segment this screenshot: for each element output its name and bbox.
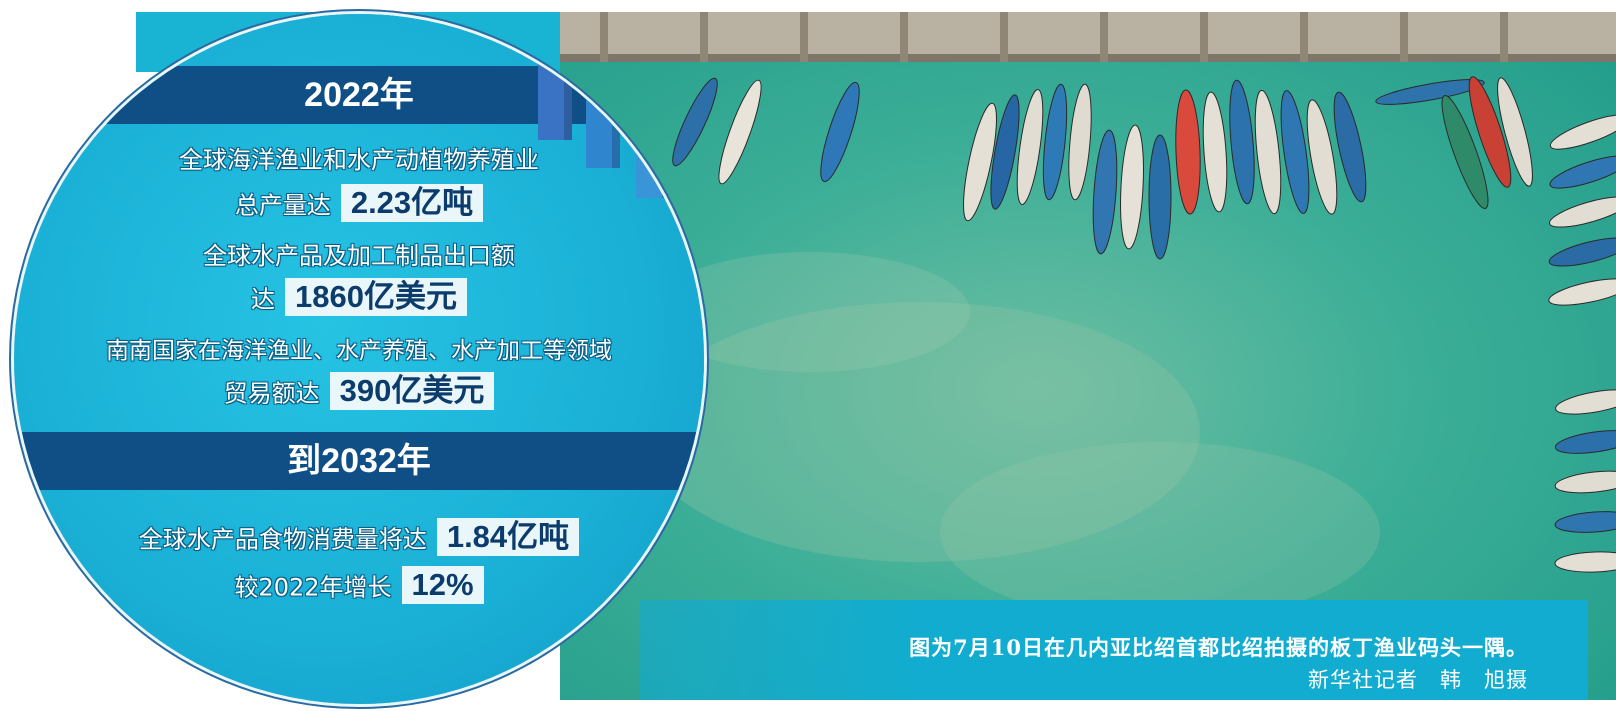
stat-line-production: 总产量达 2.23亿吨: [14, 184, 704, 222]
stat-line-consumption: 全球水产品食物消费量将达 1.84亿吨: [14, 518, 704, 556]
building-icon: [586, 86, 620, 168]
production-label: 总产量达: [234, 191, 331, 220]
growth-value: 12%: [401, 566, 484, 604]
trade-label: 贸易额达: [223, 379, 320, 408]
stat-line-production-label: 全球海洋渔业和水产动植物养殖业: [179, 146, 539, 174]
consumption-value: 1.84亿吨: [436, 518, 580, 556]
photo-caption: 图为7月10日在几内亚比绍首都比绍拍摄的板丁渔业码头一隅。: [909, 635, 1528, 660]
harbor-photo: [560, 12, 1616, 700]
photo-credit: 新华社记者 韩 旭摄: [1308, 668, 1528, 692]
building-icon: [680, 164, 704, 224]
export-label: 达: [251, 285, 276, 314]
trade-value: 390亿美元: [329, 372, 495, 410]
stat-line-trade: 贸易额达 390亿美元: [14, 372, 704, 410]
building-icon: [538, 30, 572, 140]
consumption-label: 全球水产品食物消费量将达: [138, 525, 427, 554]
stat-line-export-label: 全球水产品及加工制品出口额: [203, 242, 515, 270]
export-value: 1860亿美元: [285, 278, 467, 316]
caption-band: [640, 600, 1588, 700]
stat-line-export: 达 1860亿美元: [14, 278, 704, 316]
production-value: 2.23亿吨: [340, 184, 484, 222]
heading-2032: 到2032年: [14, 432, 704, 490]
stat-line-growth: 较2022年增长 12%: [14, 566, 704, 604]
growth-label: 较2022年增长: [234, 573, 392, 602]
stats-circle: 2022年 全球海洋渔业和水产动植物养殖业 总产量达 2.23亿吨 全球水产品及加…: [14, 14, 704, 704]
harbor-photo-illustration: [560, 12, 1616, 700]
building-icon: [636, 128, 670, 198]
stat-line-trade-label: 南南国家在海洋渔业、水产养殖、水产加工等领域: [106, 338, 612, 364]
